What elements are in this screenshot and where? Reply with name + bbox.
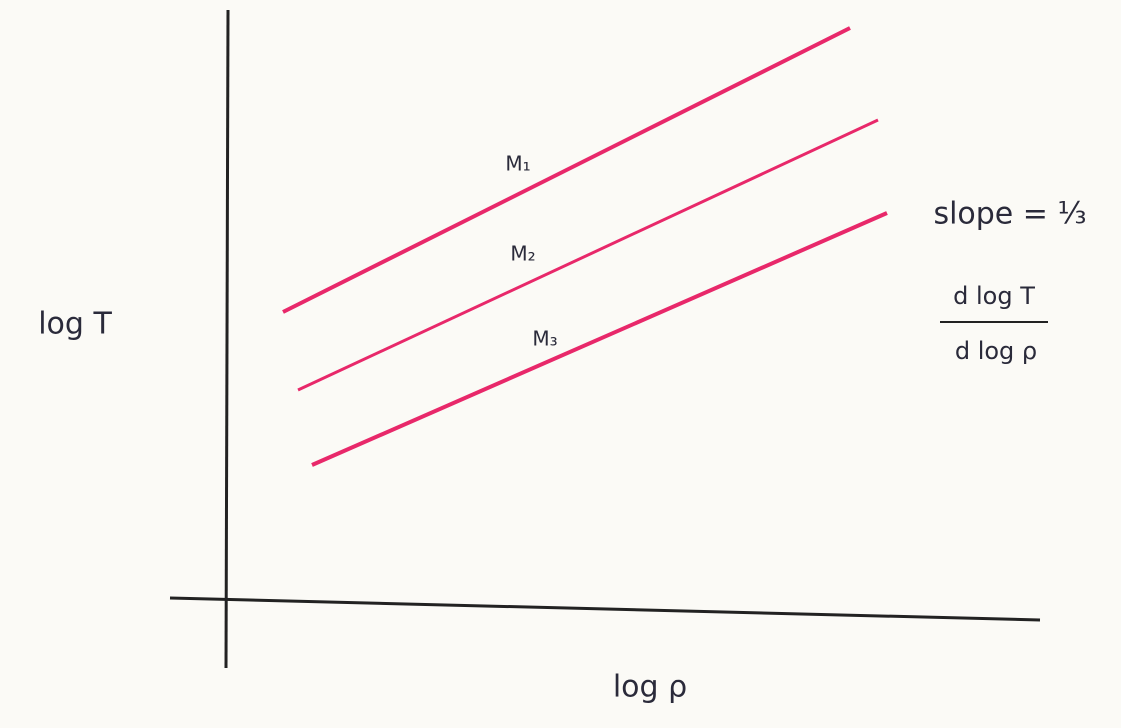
x-axis bbox=[169, 596, 1041, 622]
y-axis-label: log T bbox=[38, 307, 112, 342]
line-label: M₃ bbox=[532, 327, 557, 351]
x-axis-label: log ρ bbox=[613, 670, 687, 705]
line-m1 bbox=[282, 26, 851, 314]
fraction-numerator: d log T bbox=[953, 282, 1035, 310]
line-m3 bbox=[311, 211, 888, 467]
line-label: M₁ bbox=[505, 152, 530, 176]
line-m2 bbox=[297, 118, 879, 392]
line-label: M₂ bbox=[510, 242, 535, 266]
y-axis bbox=[224, 9, 230, 669]
slope-label: slope = ⅓ bbox=[933, 197, 1086, 232]
fraction-denominator: d log ρ bbox=[955, 337, 1037, 365]
